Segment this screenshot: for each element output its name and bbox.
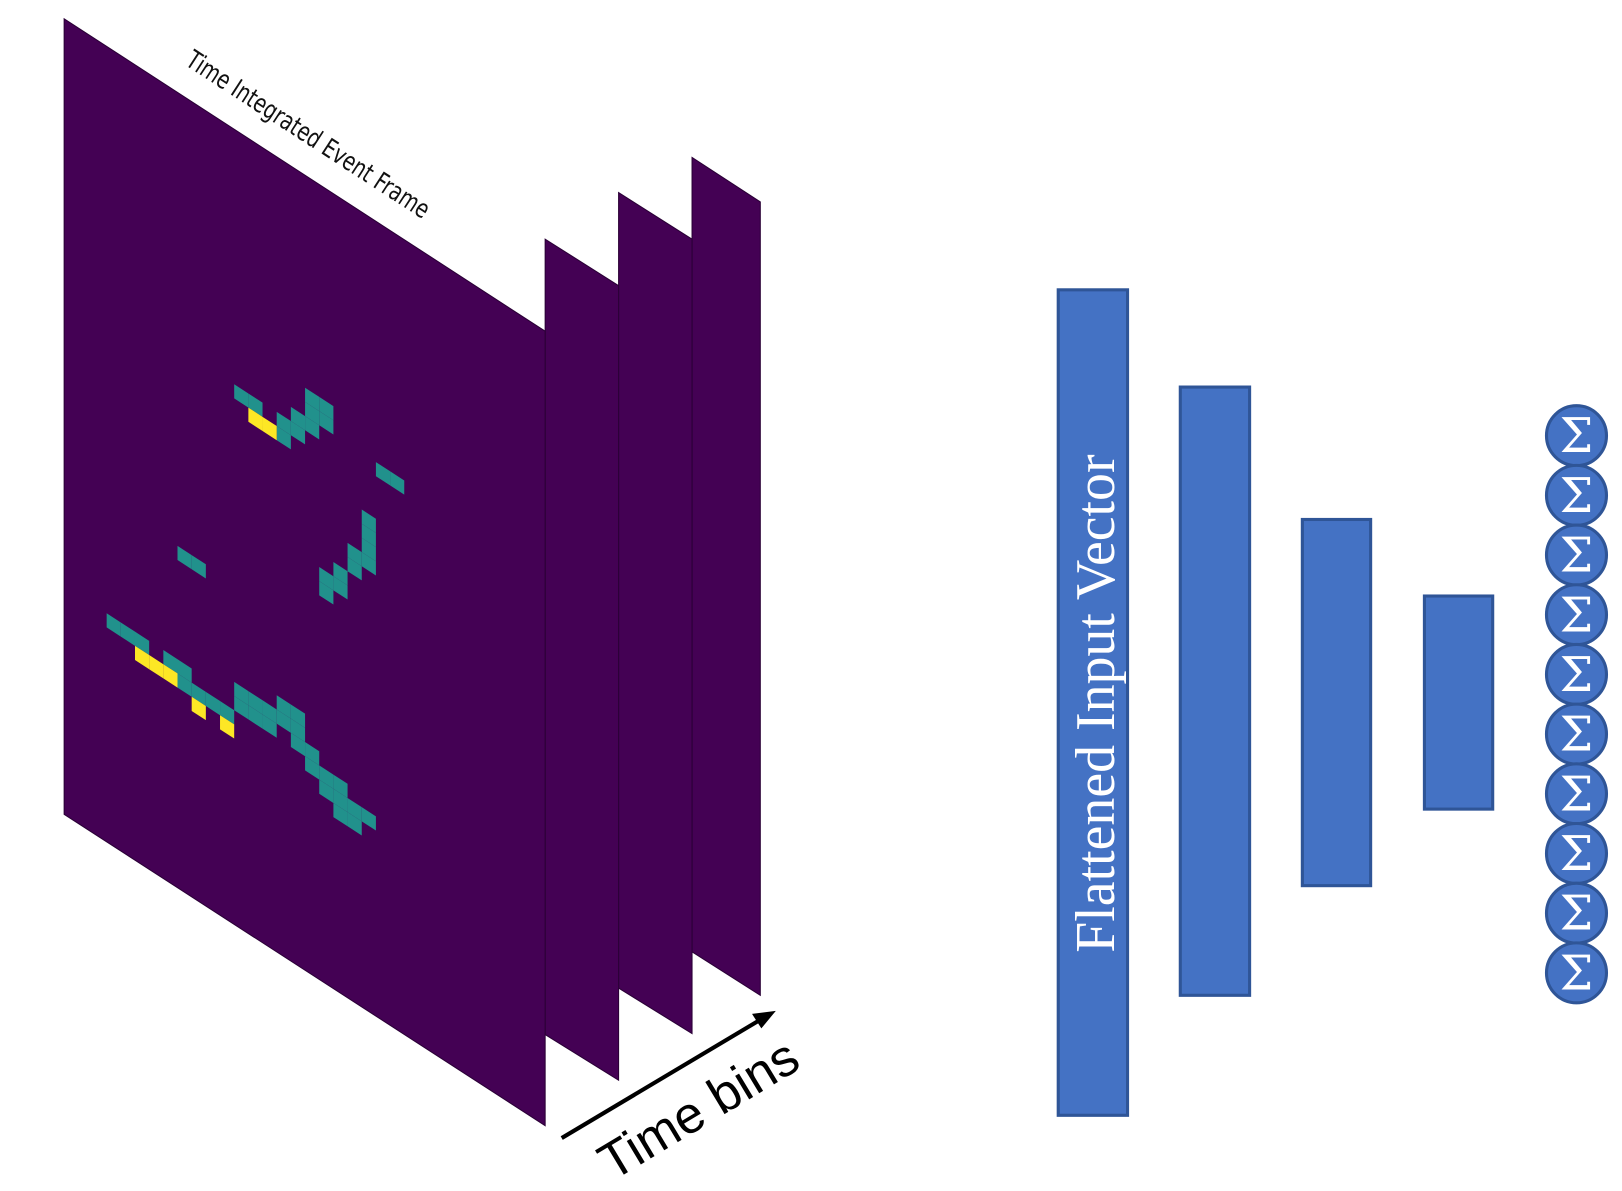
pixel xyxy=(361,552,376,576)
pixel xyxy=(361,509,376,533)
pixel xyxy=(305,401,320,426)
event-pixels xyxy=(106,384,405,836)
pixel xyxy=(290,406,306,431)
pixel xyxy=(149,655,164,679)
pixel xyxy=(276,426,291,450)
hidden-layer xyxy=(1178,385,1252,997)
pixel xyxy=(106,613,121,637)
node-symbol: Σ xyxy=(1560,767,1594,822)
node-symbol: Σ xyxy=(1560,887,1594,942)
pixel xyxy=(191,696,206,721)
node-symbol: Σ xyxy=(1560,588,1594,643)
pixel xyxy=(347,797,362,822)
pixel xyxy=(276,695,291,719)
pixel xyxy=(333,576,348,600)
pixel xyxy=(234,384,249,408)
arrow-head xyxy=(752,1010,776,1029)
pixel xyxy=(248,691,263,715)
pixel xyxy=(134,645,150,670)
pixel xyxy=(191,682,206,706)
hidden-layer xyxy=(1300,517,1373,888)
hidden-layer xyxy=(1422,594,1495,811)
pixel xyxy=(375,462,391,486)
time-axis-label: Time bins xyxy=(588,1027,808,1191)
pixel xyxy=(333,802,348,827)
back-frame xyxy=(618,191,693,1035)
pixel xyxy=(333,562,348,586)
pixel xyxy=(276,411,291,436)
pixel xyxy=(248,393,263,417)
pixel xyxy=(290,718,306,743)
event-frames xyxy=(63,17,761,1127)
node-symbol: Σ xyxy=(1560,946,1594,1001)
pixel xyxy=(191,555,206,579)
pixel xyxy=(319,779,334,803)
pixel xyxy=(248,407,263,432)
pixel xyxy=(234,696,249,720)
pixel xyxy=(290,704,306,728)
pixel xyxy=(361,523,376,548)
node-symbol: Σ xyxy=(1560,409,1594,464)
pixel xyxy=(262,700,277,724)
back-frame xyxy=(691,156,761,997)
pixel xyxy=(205,691,221,716)
front-frame xyxy=(63,17,546,1127)
pixel xyxy=(262,416,277,441)
pixel xyxy=(305,756,320,780)
pixel xyxy=(319,581,334,605)
pixel xyxy=(319,765,334,789)
input-layer xyxy=(1056,288,1130,1117)
pixel xyxy=(234,681,249,706)
pixel xyxy=(347,812,362,836)
pixel xyxy=(361,807,376,831)
pixel xyxy=(290,421,306,445)
pixel xyxy=(319,566,334,591)
pixel xyxy=(177,659,192,683)
node-symbol: Σ xyxy=(1560,708,1594,763)
node-symbol: Σ xyxy=(1560,648,1594,703)
pixel xyxy=(220,715,235,739)
pixel xyxy=(319,411,334,435)
pixel xyxy=(361,537,376,562)
pixel xyxy=(347,557,362,581)
pixel xyxy=(120,622,135,646)
pixel xyxy=(333,774,348,798)
pixel xyxy=(177,545,192,570)
pixel xyxy=(177,673,192,697)
pixel xyxy=(163,664,178,688)
pixel xyxy=(305,416,320,440)
pixel xyxy=(276,709,291,733)
back-frame xyxy=(544,238,620,1082)
pixel xyxy=(305,742,320,766)
pixel xyxy=(134,631,150,656)
pixel xyxy=(390,471,405,495)
node-symbol: Σ xyxy=(1560,469,1594,524)
node-symbol: Σ xyxy=(1560,827,1594,882)
pixel xyxy=(248,705,263,729)
time-arrow xyxy=(560,1017,763,1140)
pixel xyxy=(290,732,306,757)
pixel xyxy=(305,387,320,412)
pixel xyxy=(262,714,277,738)
pixel xyxy=(347,542,362,567)
output-node xyxy=(1544,941,1609,1005)
pixel xyxy=(333,788,348,813)
pixel xyxy=(163,650,178,674)
node-symbol: Σ xyxy=(1560,529,1594,584)
input-label: Flattened Input Vector xyxy=(1065,454,1127,953)
pixel xyxy=(319,396,334,421)
pixel xyxy=(220,701,235,725)
